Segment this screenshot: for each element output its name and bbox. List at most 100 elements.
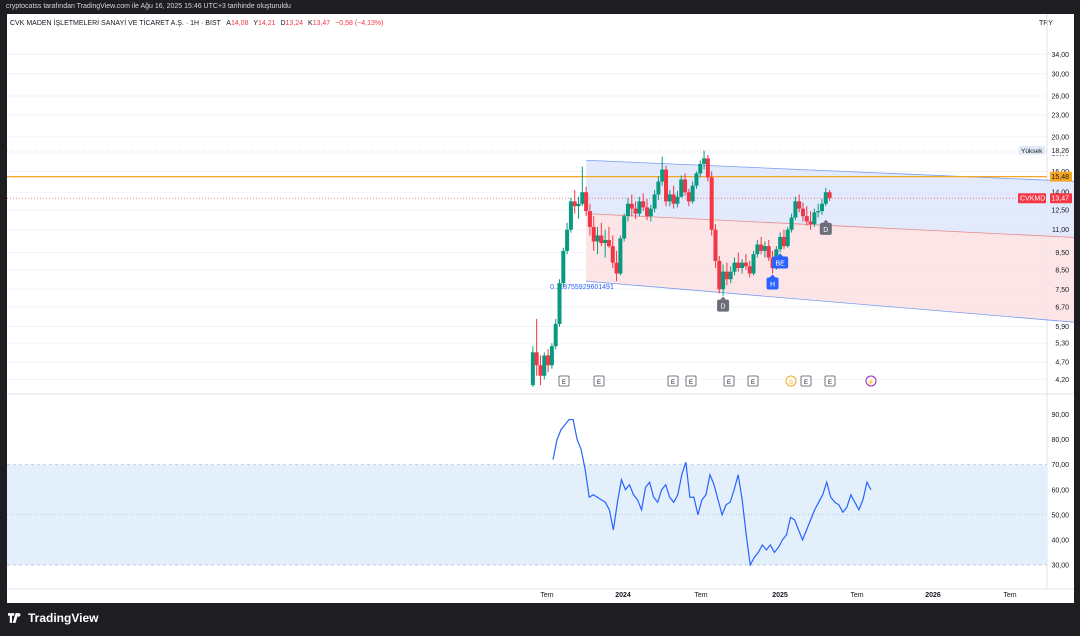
candle-body (625, 203, 630, 217)
candle-body (549, 346, 554, 366)
level-value-label: 15,48 (1051, 174, 1069, 181)
rsi-tick-label: 80,00 (1051, 437, 1069, 444)
candle-body (530, 352, 535, 386)
candle-body (683, 179, 688, 193)
event-markers: E E E E E E S E E ⚡ (558, 375, 877, 387)
time-tick-label: 2026 (925, 592, 941, 599)
candle-body (785, 229, 790, 247)
ohlc-low-label: D (280, 20, 285, 27)
event-marker-label: ⚡ (867, 378, 874, 386)
candle-body (698, 163, 703, 174)
time-tick-label: Tem (1003, 592, 1016, 599)
price-tick-label: 4,20 (1055, 377, 1069, 384)
candle-body (728, 271, 733, 280)
price-tick-label: 26,00 (1051, 93, 1069, 100)
candle-body (553, 323, 558, 347)
candle-body (542, 355, 547, 376)
candle-body (766, 246, 771, 258)
ohlc-low-value: 13,24 (286, 20, 304, 27)
breakeven-marker-text: BE (775, 261, 785, 268)
candle-body (656, 181, 661, 195)
candle-body (610, 246, 615, 263)
currency-label: TRY (1039, 20, 1053, 27)
time-tick-label: Tem (540, 592, 553, 599)
event-marker-label: E (597, 380, 601, 386)
candle-body (671, 194, 676, 204)
candle-body (732, 262, 737, 272)
high-tag-bg (1019, 145, 1045, 155)
rsi-tick-label: 30,00 (1051, 562, 1069, 569)
candle-body (603, 239, 608, 244)
candle-body (781, 236, 786, 247)
earnings-event-icon (685, 375, 697, 387)
tradingview-logo[interactable]: TradingView (8, 611, 98, 625)
ticker-value-badge (1050, 193, 1072, 204)
pivot-high-badge (766, 277, 779, 290)
chart-canvas[interactable]: CVK MADEN İŞLETMELERİ SANAYİ VE TİCARET … (7, 14, 1080, 603)
candle-body (538, 365, 543, 376)
earnings-event-icon (800, 375, 812, 387)
chart-frame[interactable]: CVK MADEN İŞLETMELERİ SANAYİ VE TİCARET … (7, 14, 1080, 603)
candle-body (591, 226, 596, 242)
candle-body (820, 203, 824, 212)
candle-body (686, 192, 691, 202)
high-value-bg (1050, 145, 1072, 155)
candle-body (759, 244, 764, 251)
price-tick-label: 8,50 (1055, 267, 1069, 274)
earnings-event-icon (558, 375, 570, 387)
candle-body (633, 208, 638, 214)
candle-body (618, 238, 623, 274)
candle-body (599, 235, 604, 244)
event-marker-label: E (828, 380, 832, 386)
candle-body (595, 235, 600, 242)
rsi-tick-label: 50,00 (1051, 512, 1069, 519)
pivot-low-text: D (721, 304, 726, 311)
time-tick-label: Tem (694, 592, 707, 599)
candle-body (816, 211, 821, 213)
candle-body (557, 283, 562, 324)
candle-body (789, 217, 794, 230)
channel-lower-line (586, 280, 1080, 324)
candle-body (808, 221, 813, 225)
svg-text:CVK MADEN İŞLETMELERİ SANAYİ V: CVK MADEN İŞLETMELERİ SANAYİ VE TİCARET … (10, 18, 383, 27)
event-marker-label: E (751, 380, 755, 386)
candle-body (694, 173, 699, 186)
candle-body (797, 201, 802, 209)
candle-body (717, 260, 722, 290)
price-tick-label: 20,00 (1051, 134, 1069, 141)
candle-body (800, 208, 805, 217)
channel-upper-fill (586, 160, 1080, 238)
pivot-low-recent-text: D (823, 227, 828, 234)
pivot-high-pointer (769, 274, 776, 278)
horizontal-level (7, 150, 1047, 199)
ohlc-open-value: 14,08 (231, 20, 249, 27)
pivot-high-text: H (770, 282, 775, 289)
price-tick-label: 4,70 (1055, 359, 1069, 366)
ohlc-change: −0,58 (−4,13%) (335, 20, 383, 27)
candle-body (648, 208, 653, 217)
candle-body (629, 203, 634, 209)
rsi-scale: 90,00 80,00 70,00 60,00 50,00 40,00 30,00 (1051, 412, 1069, 569)
rsi-tick-label: 40,00 (1051, 537, 1069, 544)
pivot-low-recent-badge (819, 222, 832, 235)
candle-body (823, 192, 828, 204)
candle-body (709, 177, 714, 230)
candle-body (606, 239, 611, 247)
rsi-tick-label: 70,00 (1051, 462, 1069, 469)
footer-bar: TradingView (0, 603, 1080, 636)
high-tag-label: Yüksek (1021, 148, 1043, 155)
pivot-low-pointer (720, 296, 727, 300)
earnings-event-icon (593, 375, 605, 387)
ohlc-open-label: A (226, 20, 231, 27)
candle-body (762, 246, 767, 251)
event-marker-label: E (562, 380, 566, 386)
time-axis: Tem 2024 Tem 2025 Tem 2026 Tem (540, 592, 1016, 599)
price-tick-label: 9,50 (1055, 250, 1069, 257)
candle-body (804, 216, 809, 222)
channel-label: 0.118755929601491 (550, 284, 614, 291)
candle-body (637, 201, 642, 214)
candle-body (572, 201, 577, 207)
price-tick-label: 23,00 (1051, 113, 1069, 120)
ohlc-high-label: Y (253, 20, 258, 27)
candle-body (827, 192, 832, 199)
